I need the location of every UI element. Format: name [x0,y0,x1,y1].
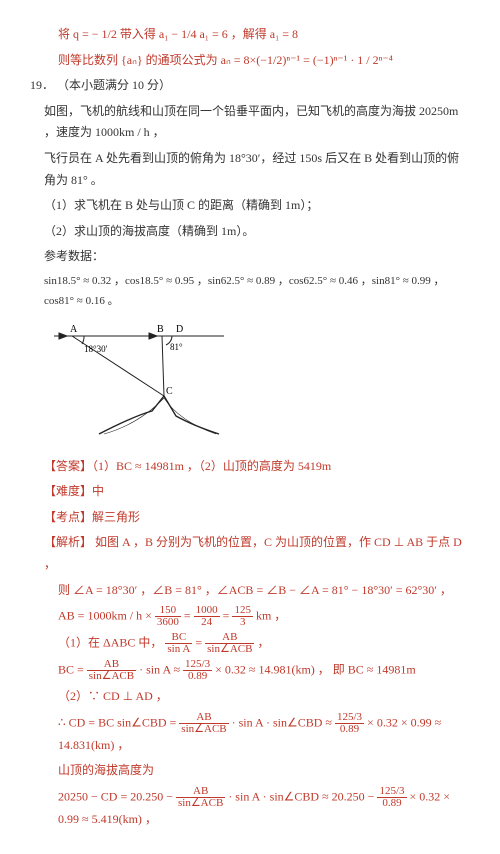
ab-eq2: = [223,608,233,622]
step2-result: 20250 − CD = 20.250 − ABsin∠ACB · sin A … [58,786,470,831]
ab-km: km ， [256,608,286,622]
bc-frac2: 125/30.89 [183,659,212,682]
analysis-line1: 【解析】 如图 A ，B 分别为飞机的位置，C 为山顶的位置，作 CD ⊥ AB… [44,532,470,575]
s1-label: （1）在 ΔABC 中， [58,635,162,649]
bc-c: × 0.32 ≈ 14.981(km) ， 即 BC ≈ 14981m [215,662,416,676]
pre-line2: 则等比数列 {aₙ} 的通项公式为 aₙ = 8×(−1/2)ⁿ⁻¹ = (−1… [58,50,470,72]
cd-a: ∴ CD = BC sin∠CBD = [58,715,179,729]
step1-bc: BC = ABsin∠ACB · sin A ≈ 125/30.89 × 0.3… [58,659,470,682]
bc-a: BC = [58,662,87,676]
q19-p2: 飞行员在 A 处先看到山顶的俯角为 18°30′，经过 150s 后又在 B 处… [44,148,470,191]
diagram-label-D: D [176,324,183,335]
answer: 【答案】（1）BC ≈ 14981m ，（2）山顶的高度为 5419m [44,456,470,478]
diagram-mountain: A B D C 18°30′ 81° [44,316,234,446]
q19-sub2: （2）求山顶的海拔高度（精确到 1m）。 [44,221,470,243]
diagram-label-C: C [166,386,173,397]
q19-num: 19． [30,78,54,92]
cd-b: · sin A · sin∠CBD ≈ [232,715,335,729]
s1-frac1: BCsin A [165,632,192,655]
q19-ref: sin18.5° ≈ 0.32 ，cos18.5° ≈ 0.95 ，sin62.… [44,272,470,312]
analysis-line2: 则 ∠A = 18°30′ ，∠B = 81° ，∠ACB = ∠B − ∠A … [58,580,470,602]
ab-a: AB = 1000km / h × [58,608,155,622]
analysis-head: 【解析】 [44,535,92,549]
ab-frac2: 100024 [194,605,220,628]
ab-frac3: 1253 [232,605,253,628]
r-b: · sin A · sin∠CBD ≈ 20.250 − [228,789,377,803]
analysis-AB: AB = 1000km / h × 1503600 = 100024 = 125… [58,605,470,628]
analysis-body1: 如图 A ，B 分别为飞机的位置，C 为山顶的位置，作 CD ⊥ AB 于点 D… [44,535,462,571]
diagram-angle2: 81° [170,342,183,352]
q19-heading: 19． （本小题满分 10 分） [30,75,470,97]
bc-b: · sin A ≈ [139,662,183,676]
step2-cd: ∴ CD = BC sin∠CBD = ABsin∠ACB · sin A · … [58,712,470,757]
s1-eq: = [195,635,205,649]
difficulty: 【难度】中 [44,481,470,503]
diagram-angle1: 18°30′ [84,344,108,354]
r-frac1: ABsin∠ACB [176,786,225,809]
q19-title: （本小题满分 10 分） [57,78,171,92]
cd-frac2: 125/30.89 [335,712,364,735]
step1-sine-law: （1）在 ΔABC 中， BCsin A = ABsin∠ACB ， [58,632,470,655]
diagram-label-A: A [70,324,78,335]
q19-p1: 如图，飞机的航线和山顶在同一个铅垂平面内，已知飞机的高度为海拔 20250m ，… [44,101,470,144]
diagram-label-B: B [157,324,164,335]
q19-sub1: （1）求飞机在 B 处与山顶 C 的距离（精确到 1m）； [44,195,470,217]
ab-frac1: 1503600 [155,605,181,628]
q19-ref-title: 参考数据： [44,246,470,268]
topic: 【考点】解三角形 [44,507,470,529]
cd-frac1: ABsin∠ACB [179,712,228,735]
s1-comma: ， [257,635,269,649]
r-frac2: 125/30.89 [377,786,406,809]
r-a: 20250 − CD = 20.250 − [58,789,176,803]
bc-frac1: ABsin∠ACB [87,659,136,682]
pre-line1: 将 q = − 1/2 带入得 a₁ − 1/4 a₁ = 6 ，解得 a₁ =… [58,24,470,46]
s1-frac2: ABsin∠ACB [205,632,254,655]
step2-alt-label: 山顶的海拔高度为 [58,760,470,782]
step2-head: （2）∵ CD ⊥ AD ， [58,686,470,708]
ab-eq1: = [184,608,194,622]
